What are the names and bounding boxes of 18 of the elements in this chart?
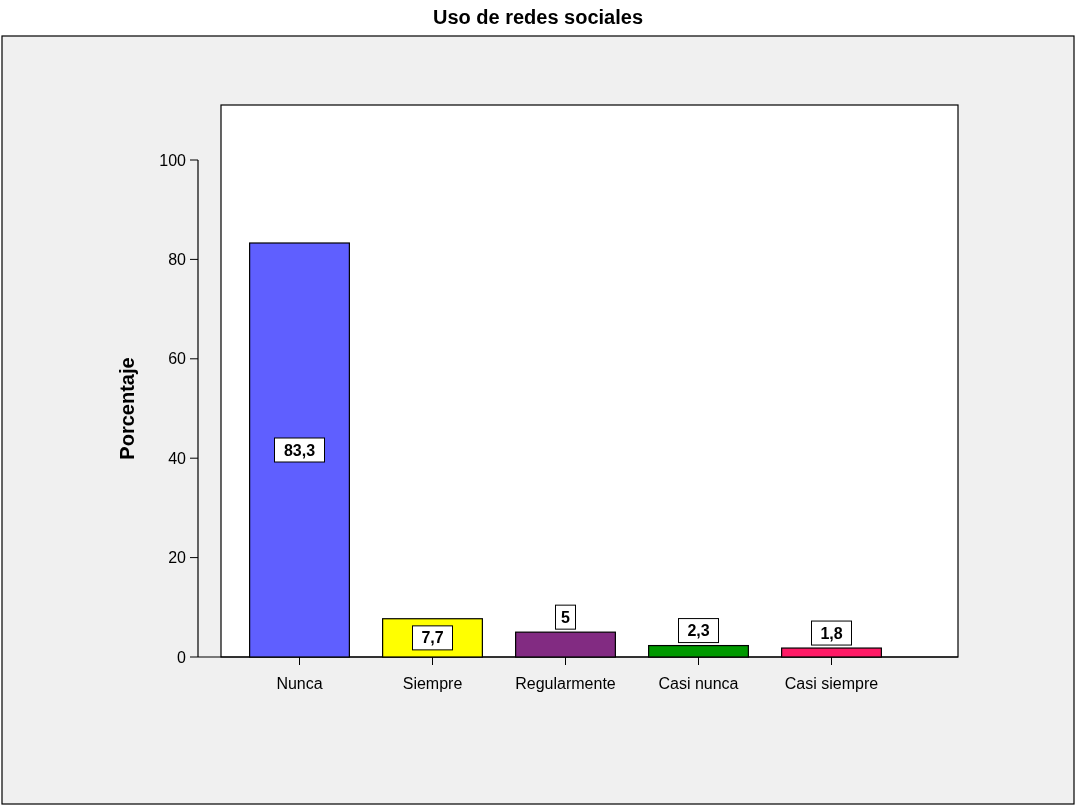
- y-tick-label: 100: [159, 151, 187, 169]
- data-label: 5: [561, 608, 571, 626]
- data-label: 1,8: [820, 624, 843, 642]
- x-tick-label: Regularmente: [515, 675, 616, 692]
- data-label: 7,7: [421, 629, 444, 647]
- data-label: 2,3: [687, 622, 710, 640]
- x-tick-label: Casi siempre: [784, 675, 879, 692]
- y-axis-title: Porcentaje: [116, 357, 138, 460]
- x-tick-label: Nunca: [276, 675, 323, 692]
- x-tick-label: Casi nunca: [658, 675, 739, 692]
- y-tick-label: 80: [168, 251, 187, 268]
- y-tick-label: 40: [168, 449, 187, 467]
- x-tick-label: Siempre: [402, 675, 463, 692]
- data-label: 83,3: [283, 441, 316, 459]
- y-tick-label: 20: [168, 549, 187, 567]
- chart-title: Uso de redes sociales: [432, 6, 644, 28]
- y-tick-label: 60: [168, 350, 187, 368]
- y-tick-label: 0: [177, 648, 187, 666]
